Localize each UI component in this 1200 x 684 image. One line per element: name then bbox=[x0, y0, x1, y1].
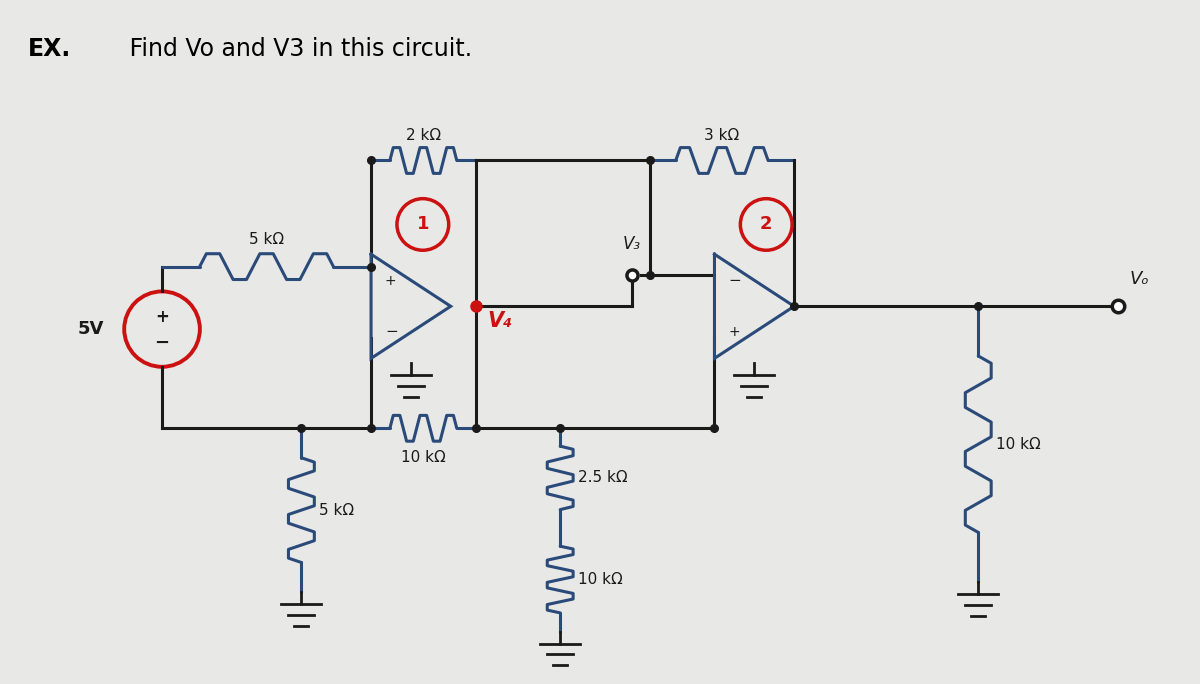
Text: +: + bbox=[155, 308, 169, 326]
Text: 5 kΩ: 5 kΩ bbox=[319, 503, 354, 518]
Text: V₃: V₃ bbox=[623, 235, 641, 253]
Text: 5V: 5V bbox=[78, 320, 104, 338]
Text: 2.5 kΩ: 2.5 kΩ bbox=[578, 471, 628, 486]
Text: 10 kΩ: 10 kΩ bbox=[401, 450, 445, 465]
Text: V₄: V₄ bbox=[487, 311, 512, 331]
Text: 5 kΩ: 5 kΩ bbox=[248, 232, 284, 247]
Text: −: − bbox=[155, 334, 169, 352]
Text: 3 kΩ: 3 kΩ bbox=[704, 128, 739, 143]
Text: Find Vo and V3 in this circuit.: Find Vo and V3 in this circuit. bbox=[122, 36, 473, 60]
Text: 10 kΩ: 10 kΩ bbox=[996, 436, 1040, 451]
Text: +: + bbox=[728, 325, 740, 339]
Text: Vₒ: Vₒ bbox=[1129, 270, 1150, 289]
Text: −: − bbox=[728, 274, 742, 289]
Text: −: − bbox=[385, 324, 397, 339]
Text: 2: 2 bbox=[760, 215, 773, 233]
Text: EX.: EX. bbox=[28, 36, 71, 60]
Text: 1: 1 bbox=[416, 215, 430, 233]
Text: 2 kΩ: 2 kΩ bbox=[406, 128, 440, 143]
Text: 10 kΩ: 10 kΩ bbox=[578, 572, 623, 587]
Text: +: + bbox=[385, 274, 397, 288]
